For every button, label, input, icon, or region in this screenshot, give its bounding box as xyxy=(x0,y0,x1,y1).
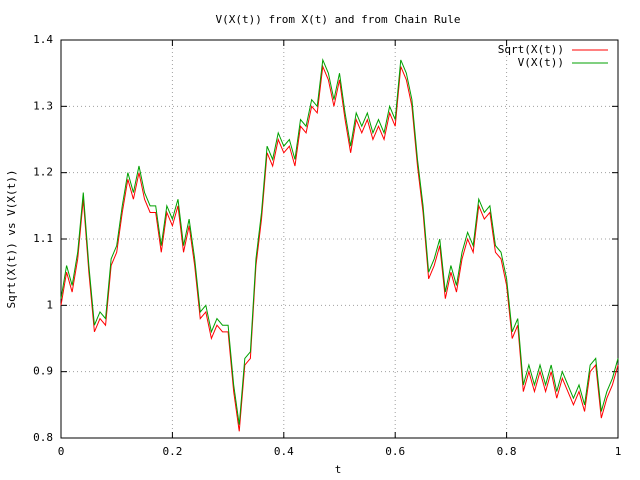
y-tick-label: 1 xyxy=(46,298,53,311)
x-tick-label: 0.8 xyxy=(497,445,517,458)
y-tick-label: 1.4 xyxy=(33,33,53,46)
data-line xyxy=(60,57,619,425)
x-axis-label: t xyxy=(335,463,342,476)
y-tick-label: 0.8 xyxy=(33,431,53,444)
y-tick-label: 1.2 xyxy=(33,166,53,179)
plot-border xyxy=(60,39,619,439)
y-tick-label: 1.1 xyxy=(33,232,53,245)
y-tick-label: 0.9 xyxy=(33,365,53,378)
x-tick-label: 0.4 xyxy=(274,445,294,458)
chart-title: V(X(t)) from X(t) and from Chain Rule xyxy=(215,13,460,26)
y-axis-label: Sqrt(X(t)) vs V(X(t)) xyxy=(5,169,18,308)
y-tick-label: 1.3 xyxy=(33,99,53,112)
data-line xyxy=(60,64,619,432)
x-tick-label: 0 xyxy=(58,445,65,458)
x-tick-label: 0.6 xyxy=(385,445,405,458)
legend-label: V(X(t)) xyxy=(518,56,564,69)
x-tick-label: 0.2 xyxy=(162,445,182,458)
x-tick-label: 1 xyxy=(615,445,622,458)
legend-label: Sqrt(X(t)) xyxy=(498,43,564,56)
